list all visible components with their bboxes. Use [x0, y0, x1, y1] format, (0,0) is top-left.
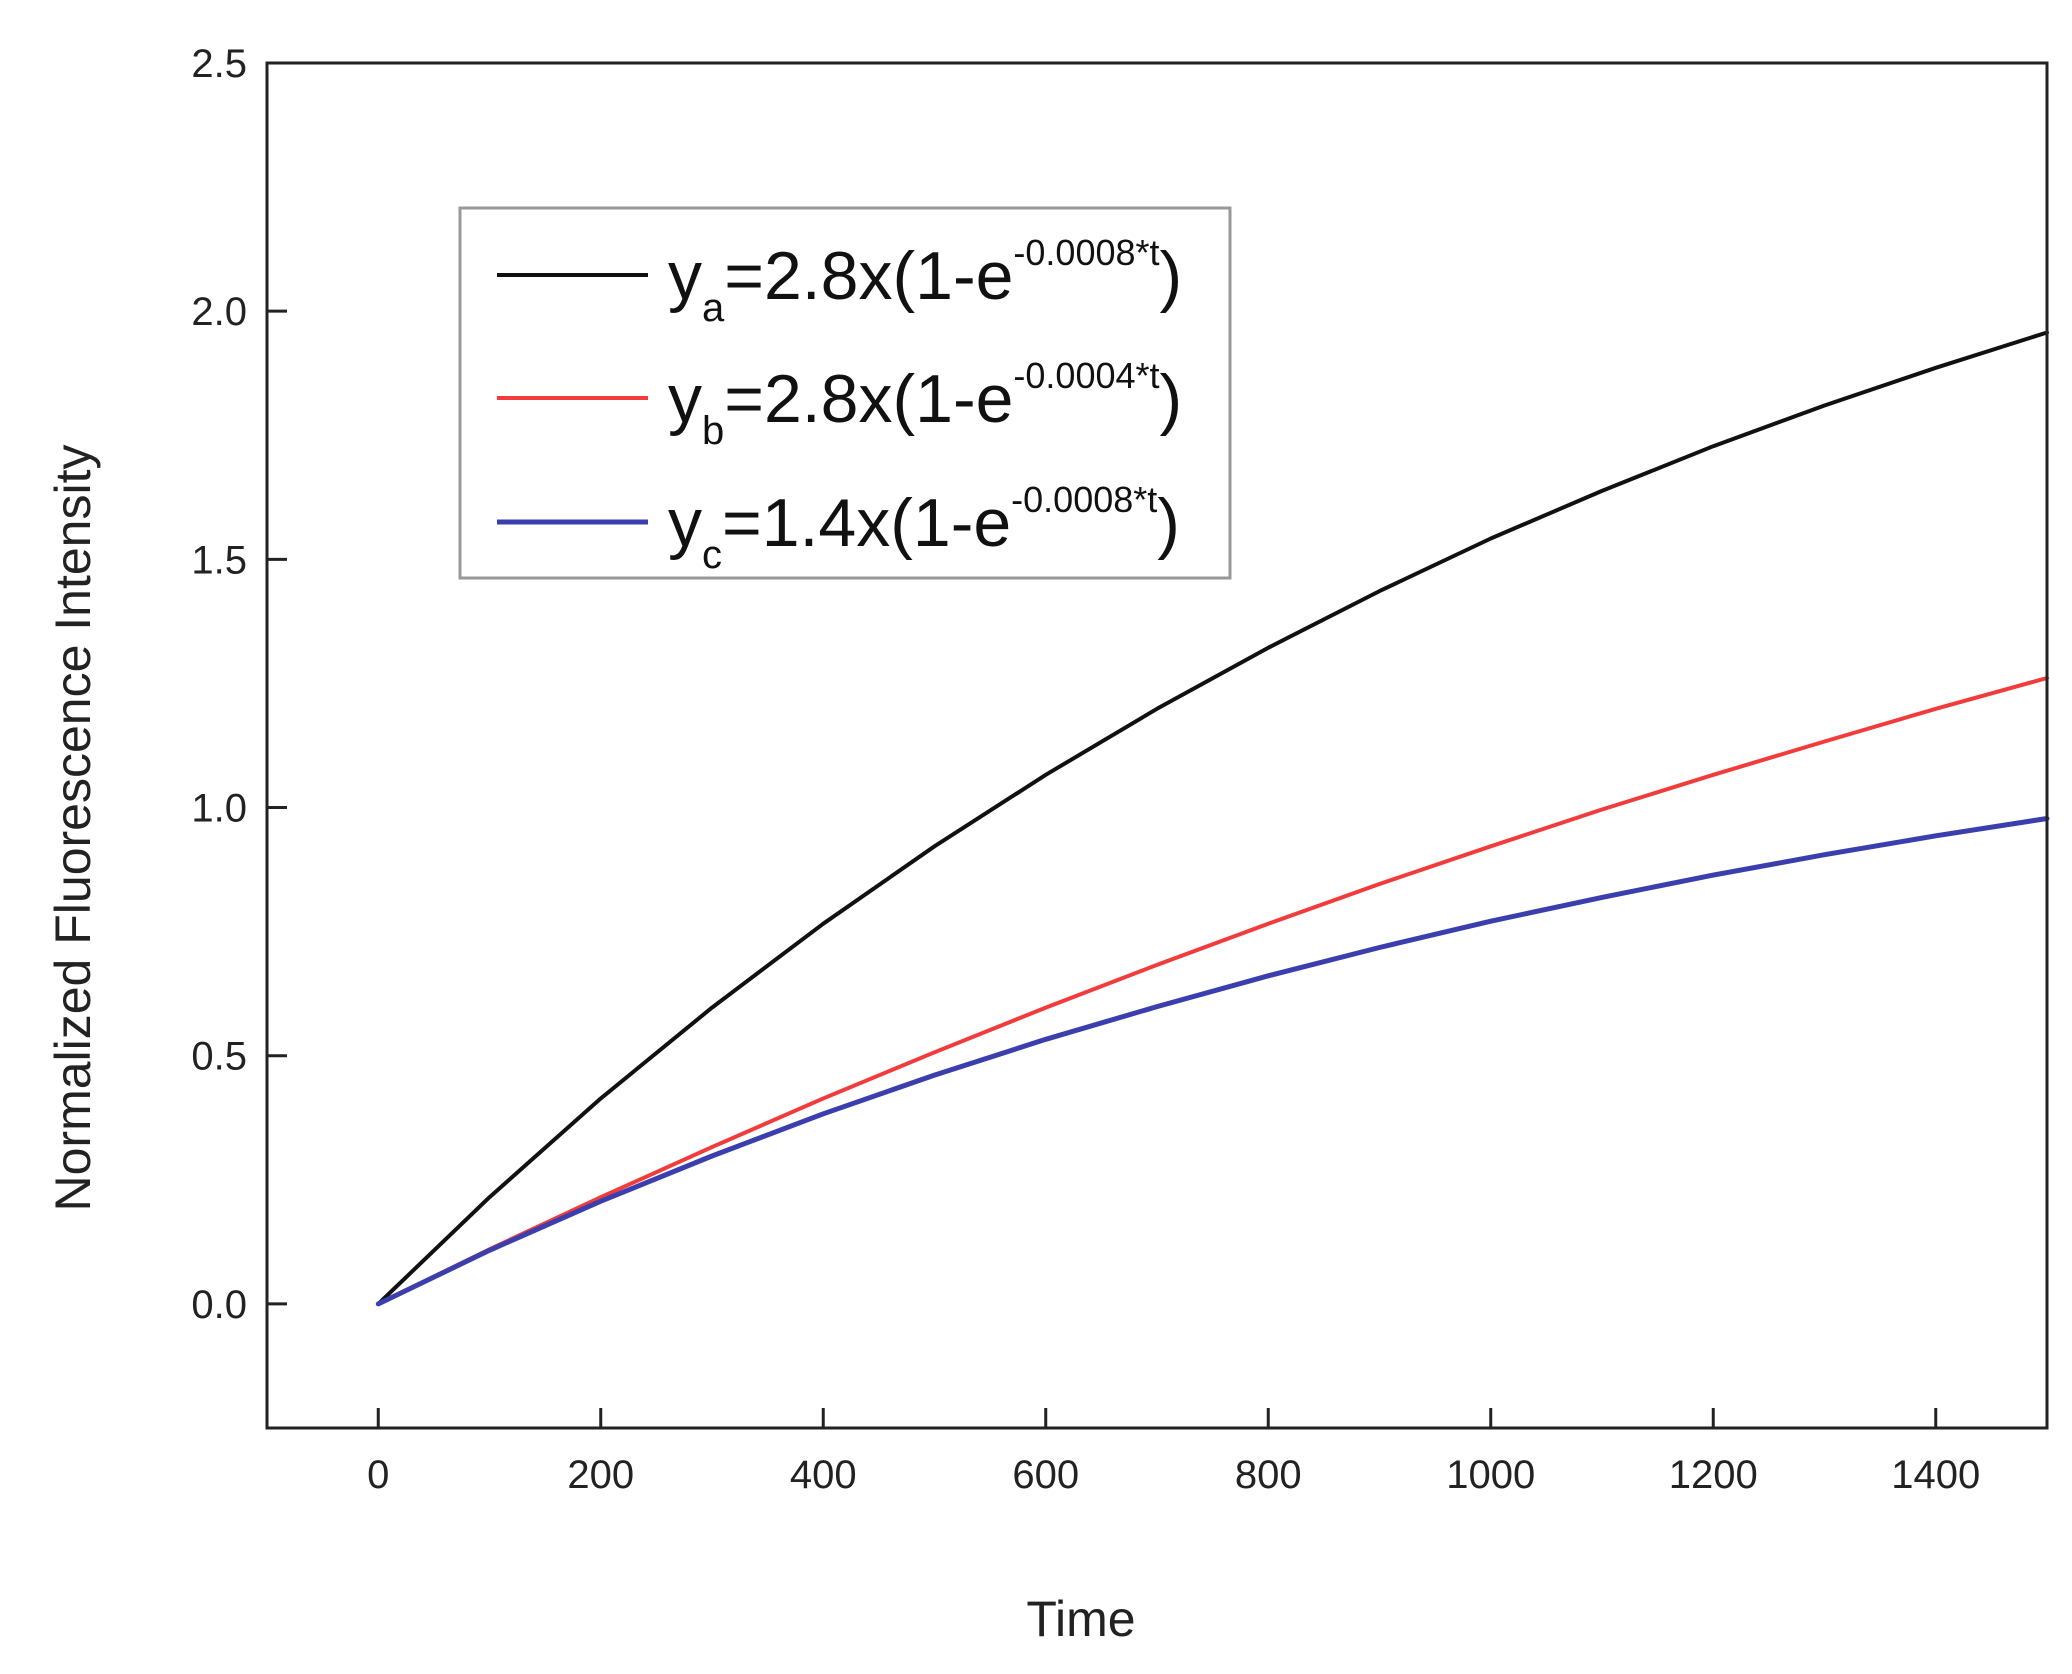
x-axis-ticks: 0 200 400 600 800 1000 1200 1400	[367, 1408, 1980, 1497]
y-tick-label: 2.5	[191, 42, 247, 86]
y-tick-label: 1.0	[191, 787, 247, 831]
x-tick-label: 1400	[1891, 1453, 1980, 1497]
y-tick-label: 0.0	[191, 1283, 247, 1327]
x-tick-label: 200	[567, 1453, 634, 1497]
x-tick-label: 400	[790, 1453, 857, 1497]
x-axis-title: Time	[1026, 1591, 1135, 1647]
legend-label-c: yc=1.4x(1-e-0.0008*t)	[668, 479, 1180, 577]
series-line-a	[376, 330, 2049, 1306]
legend: ya=2.8x(1-e-0.0008*t) yb=2.8x(1-e-0.0004*…	[458, 206, 1232, 580]
plot-frame	[265, 61, 2049, 1430]
legend-label-b: yb=2.8x(1-e-0.0004*t)	[668, 355, 1182, 453]
x-tick-label: 800	[1235, 1453, 1302, 1497]
x-tick-label: 600	[1012, 1453, 1079, 1497]
y-axis-title: Normalized Fluorescence Intensity	[45, 445, 101, 1212]
series-line-b	[376, 676, 2049, 1306]
x-tick-label: 0	[367, 1453, 389, 1497]
y-tick-label: 2.0	[191, 290, 247, 334]
y-tick-label: 1.5	[191, 538, 247, 582]
y-tick-label: 0.5	[191, 1035, 247, 1079]
plot-lines	[375, 330, 2050, 1307]
legend-label-a: ya=2.8x(1-e-0.0008*t)	[668, 232, 1182, 330]
x-tick-label: 1200	[1669, 1453, 1758, 1497]
x-tick-label: 1000	[1446, 1453, 1535, 1497]
legend-box	[458, 206, 1232, 580]
series-line-c	[375, 816, 2050, 1307]
y-axis-ticks: 0.0 0.5 1.0 1.5 2.0 2.5	[191, 42, 287, 1327]
